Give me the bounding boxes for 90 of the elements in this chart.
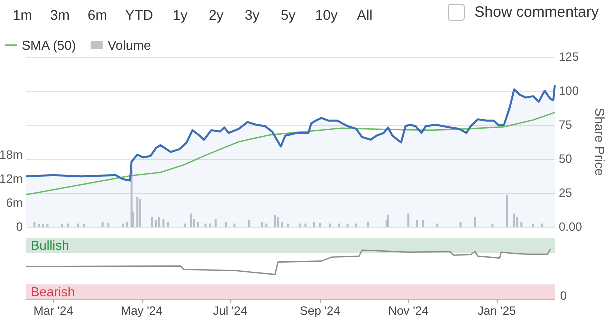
bar bbox=[139, 199, 142, 227]
bar bbox=[266, 224, 268, 227]
bar bbox=[329, 224, 332, 227]
text: YTD bbox=[124, 6, 154, 25]
bar bbox=[367, 222, 370, 227]
line-series bbox=[25, 112, 556, 196]
bar bbox=[513, 214, 516, 227]
bar bbox=[540, 224, 543, 227]
text: 2y bbox=[208, 6, 225, 25]
bar bbox=[282, 222, 284, 227]
x-tick-label: Sep '24 bbox=[300, 304, 341, 318]
bar bbox=[197, 222, 200, 227]
bar bbox=[122, 224, 124, 227]
bar bbox=[416, 220, 418, 227]
bar bbox=[408, 214, 410, 227]
bar bbox=[158, 217, 160, 227]
bar bbox=[38, 224, 40, 227]
y2-tick-label: 12m bbox=[0, 172, 24, 186]
bar bbox=[277, 217, 280, 227]
bar bbox=[77, 224, 80, 227]
bar bbox=[34, 222, 36, 227]
bar bbox=[190, 214, 192, 227]
bar bbox=[313, 222, 316, 227]
bar bbox=[338, 224, 340, 227]
text: All bbox=[356, 6, 374, 25]
bar bbox=[274, 215, 276, 227]
text: 1y bbox=[172, 6, 189, 25]
bar bbox=[42, 224, 44, 227]
text: 10y bbox=[314, 6, 339, 25]
bar bbox=[162, 219, 165, 227]
bar bbox=[532, 224, 534, 227]
text: 3m bbox=[49, 6, 71, 25]
x-tick-label: Nov '24 bbox=[388, 304, 430, 318]
bar bbox=[492, 224, 494, 227]
bar bbox=[474, 217, 476, 227]
y2-tick-label: 0 bbox=[16, 220, 24, 234]
text: 3y bbox=[244, 6, 261, 25]
text: 0 bbox=[560, 289, 568, 303]
bar bbox=[355, 224, 358, 227]
bar bbox=[214, 219, 217, 227]
bar bbox=[61, 224, 64, 227]
band-label: Bearish bbox=[31, 284, 76, 300]
x-tick-label: Mar '24 bbox=[34, 304, 74, 318]
bar bbox=[46, 224, 49, 227]
x-tick-label: Jan '25 bbox=[478, 304, 517, 318]
bar bbox=[304, 224, 307, 227]
bar bbox=[204, 224, 207, 227]
bar bbox=[108, 223, 110, 227]
y-tick-label: 125 bbox=[559, 50, 580, 64]
text: 5y bbox=[280, 6, 297, 25]
bar bbox=[82, 224, 85, 227]
bar bbox=[136, 197, 139, 227]
bar bbox=[184, 224, 186, 227]
bar bbox=[387, 215, 390, 227]
y-tick-label: 0.00 bbox=[559, 220, 583, 234]
bar bbox=[155, 220, 158, 227]
bar bbox=[516, 217, 518, 227]
bar bbox=[319, 223, 322, 227]
y2-tick-label: 18m bbox=[0, 148, 24, 162]
text: 1m bbox=[12, 6, 34, 25]
bar bbox=[520, 222, 523, 227]
legend-label: SMA (50) bbox=[22, 38, 76, 53]
bar bbox=[234, 224, 236, 227]
x-tick-label: May '24 bbox=[121, 304, 164, 318]
x-tick-label: Jul '24 bbox=[213, 304, 248, 318]
bar bbox=[261, 222, 264, 227]
y-tick-label: 25 bbox=[559, 186, 573, 200]
y-tick-label: 100 bbox=[559, 84, 580, 98]
bar bbox=[151, 217, 154, 227]
bar bbox=[67, 224, 70, 227]
bar bbox=[422, 220, 424, 227]
bar bbox=[298, 224, 301, 227]
y-tick-label: 50 bbox=[559, 152, 573, 166]
bar bbox=[102, 222, 104, 227]
bar bbox=[287, 224, 290, 227]
text: Show commentary bbox=[474, 4, 599, 21]
bar bbox=[167, 222, 170, 227]
legend-label: Volume bbox=[108, 38, 152, 53]
band-label: Bullish bbox=[31, 238, 70, 254]
bar bbox=[506, 195, 508, 227]
bar bbox=[209, 224, 212, 227]
y2-tick-label: 6m bbox=[6, 196, 23, 210]
y-tick-label: 75 bbox=[559, 118, 573, 132]
text: 6m bbox=[86, 6, 108, 25]
bar bbox=[460, 222, 462, 227]
bar bbox=[225, 222, 228, 227]
bar bbox=[248, 220, 250, 227]
y-axis-title: Share Price bbox=[592, 108, 605, 176]
bar bbox=[346, 224, 349, 227]
bar bbox=[436, 224, 439, 227]
